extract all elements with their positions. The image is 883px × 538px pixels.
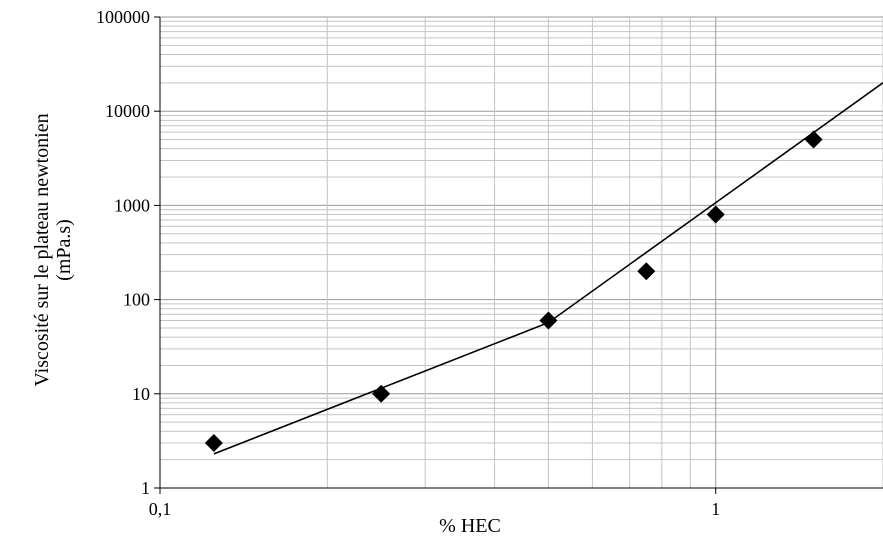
y-tick-label: 1	[141, 478, 150, 498]
y-tick-label: 100	[123, 290, 150, 310]
data-point-diamond	[804, 130, 823, 149]
y-axis-label-line-1: Viscosité sur le plateau newtonien	[31, 113, 53, 386]
y-tick-label: 1000	[114, 195, 150, 215]
y-axis-label-line-2: (mPa.s)	[53, 219, 75, 281]
x-tick-label: 1	[711, 499, 720, 519]
data-points	[204, 130, 823, 453]
y-tick-label: 100000	[96, 7, 150, 27]
x-axis-label: % HEC	[439, 515, 501, 537]
axes	[154, 16, 883, 494]
y-tick-label: 10	[132, 384, 150, 404]
data-point-diamond	[372, 384, 391, 403]
y-tick-label: 10000	[105, 101, 150, 121]
data-point-diamond	[706, 205, 725, 224]
data-point-diamond	[539, 311, 558, 330]
x-tick-label: 0,1	[149, 499, 172, 519]
data-point-diamond	[204, 434, 223, 453]
grid	[159, 16, 883, 489]
data-point-diamond	[637, 262, 656, 281]
